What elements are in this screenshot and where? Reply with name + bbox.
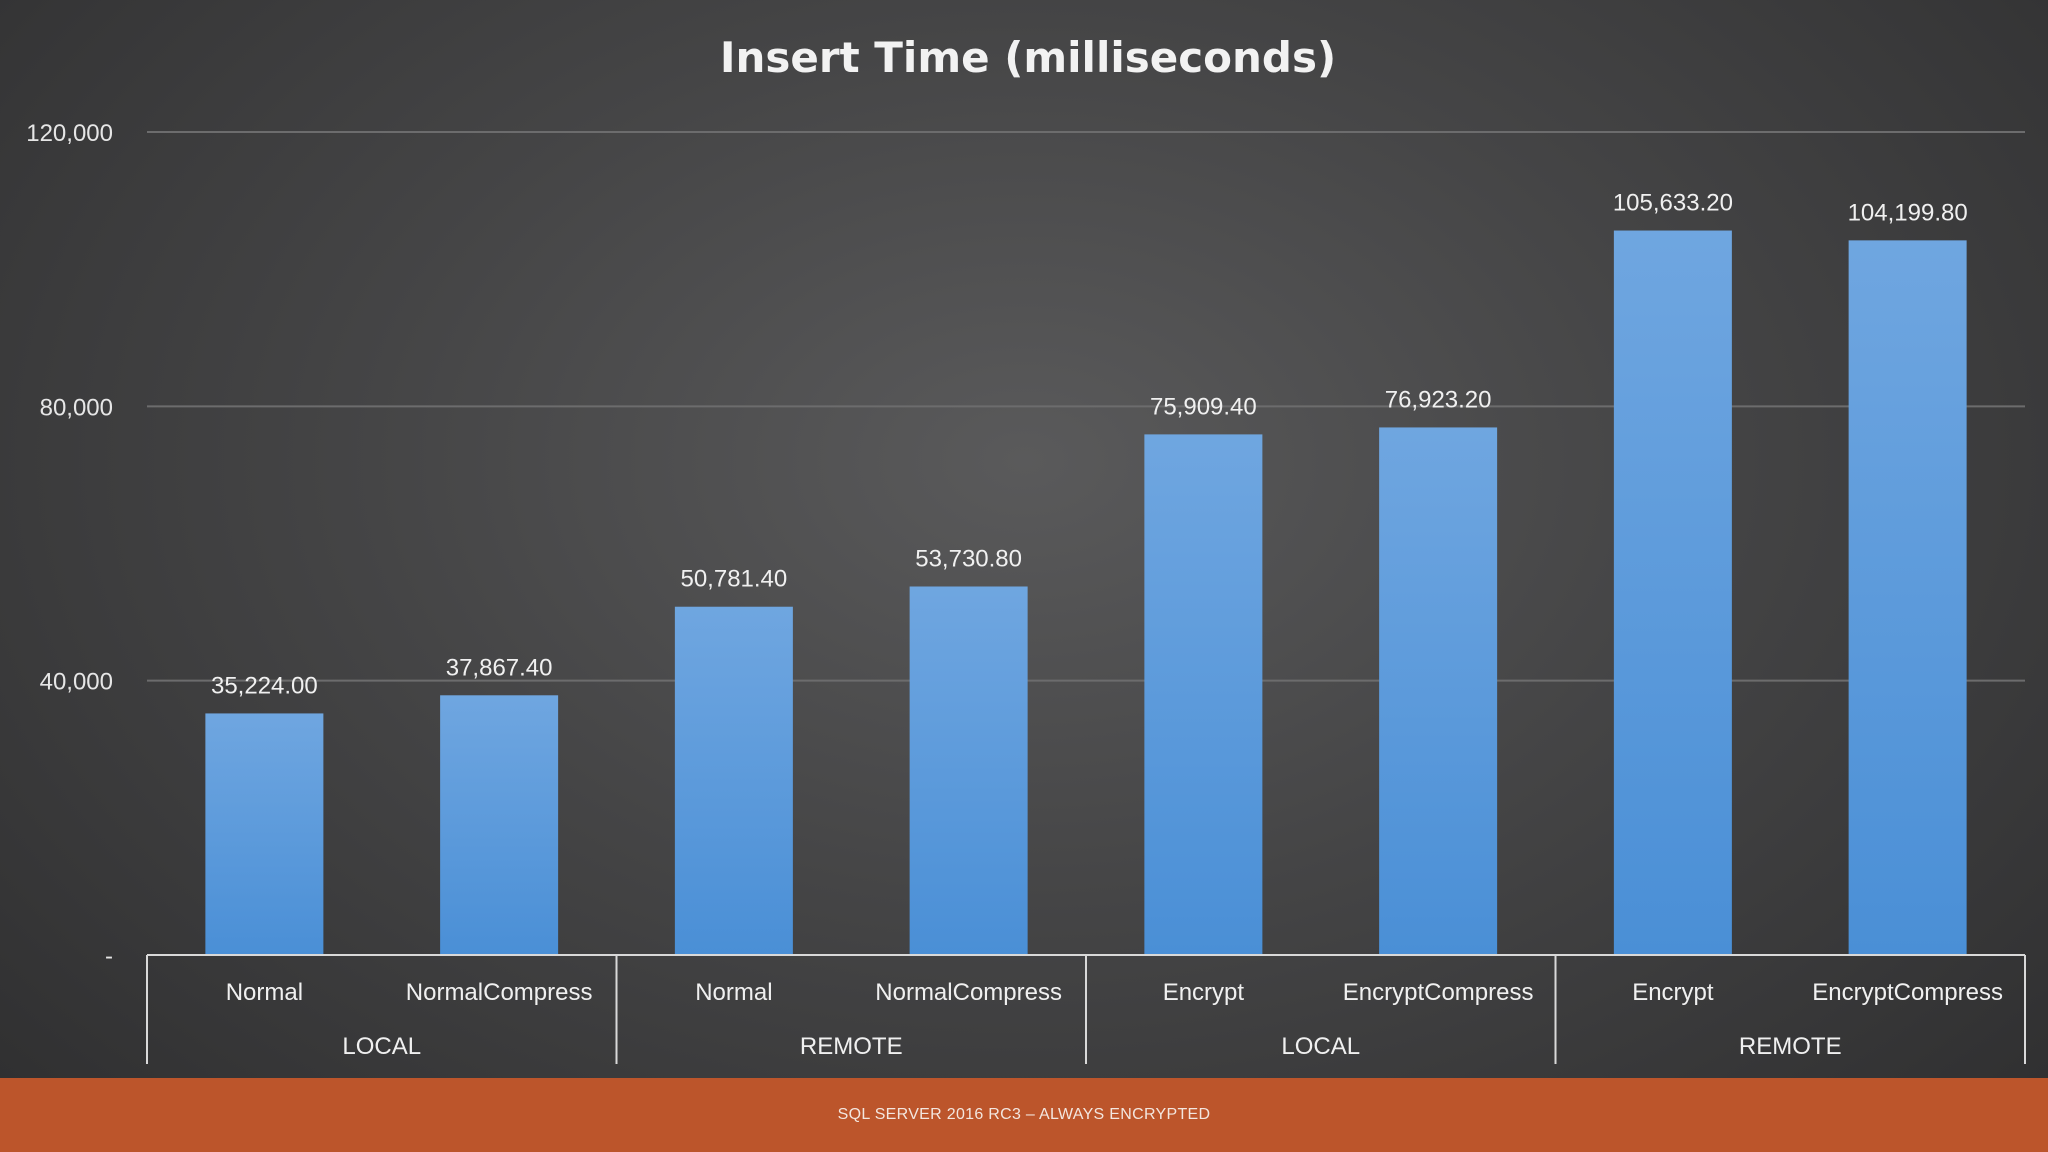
chart-title: Insert Time (milliseconds) [720, 33, 1336, 82]
bar [1848, 240, 1967, 955]
bar-chart: Insert Time (milliseconds) - 40,000 80,000… [26, 33, 2026, 1064]
footer-text: SQL SERVER 2016 RC3 – ALWAYS ENCRYPTED [837, 1106, 1211, 1123]
x-tick-label: EncryptCompress [1812, 979, 2003, 1006]
data-label: 50,781.40 [680, 566, 787, 593]
data-label: 37,867.40 [446, 654, 553, 681]
footer-bar: SQL SERVER 2016 RC3 – ALWAYS ENCRYPTED [0, 1078, 2048, 1152]
data-label: 35,224.00 [211, 672, 318, 699]
bar [205, 713, 324, 955]
x-group-label: LOCAL [1281, 1033, 1360, 1060]
x-tick-label: NormalCompress [406, 979, 593, 1006]
x-axis: Normal NormalCompress Normal NormalCompress… [146, 954, 2026, 1064]
y-tick-label: 80,000 [40, 394, 113, 421]
y-tick-label: 120,000 [26, 120, 113, 147]
data-label: 76,923.20 [1385, 386, 1492, 413]
x-group-label: LOCAL [342, 1033, 421, 1060]
x-tick-label: Normal [226, 979, 303, 1006]
data-label: 105,633.20 [1613, 190, 1733, 217]
x-tick-label: Encrypt [1632, 979, 1714, 1006]
gridlines [147, 131, 2025, 682]
x-group-label: REMOTE [800, 1033, 903, 1060]
bar [440, 695, 559, 955]
data-label: 75,909.40 [1150, 393, 1257, 420]
bar [674, 606, 793, 955]
y-axis-ticks: - 40,000 80,000 120,000 [26, 120, 113, 970]
bar [909, 586, 1028, 955]
bar [1613, 230, 1732, 956]
y-tick-label: - [105, 943, 113, 970]
data-label: 53,730.80 [915, 545, 1022, 572]
x-tick-label: Normal [695, 979, 772, 1006]
x-tick-label: Encrypt [1163, 979, 1245, 1006]
x-group-label: REMOTE [1739, 1033, 1842, 1060]
bar [1144, 434, 1263, 955]
data-labels: 35,224.00 37,867.40 50,781.40 53,730.80 75,9… [211, 190, 1968, 700]
x-tick-label: NormalCompress [875, 979, 1062, 1006]
bars [205, 230, 1967, 956]
bar [1379, 427, 1498, 955]
x-tick-label: EncryptCompress [1343, 979, 1534, 1006]
y-tick-label: 40,000 [40, 669, 113, 696]
data-label: 104,199.80 [1848, 199, 1968, 226]
